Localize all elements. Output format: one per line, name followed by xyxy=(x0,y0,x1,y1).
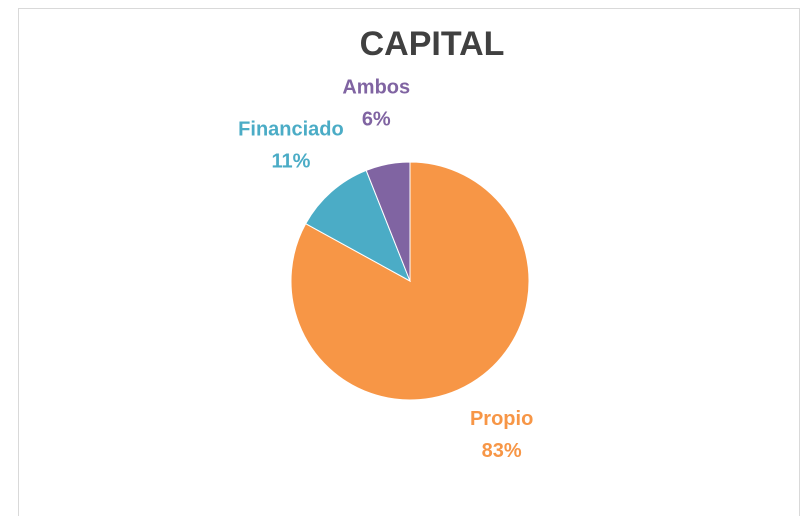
slice-label: Financiado xyxy=(238,118,344,140)
slice-value-label: 11% xyxy=(271,150,310,172)
pie-slice xyxy=(365,161,411,282)
pie-slice xyxy=(305,169,411,283)
slice-label: Ambos xyxy=(342,76,410,98)
slice-value-label: 83% xyxy=(482,440,522,462)
slice-label: Propio xyxy=(470,408,533,430)
slice-value-label: 6% xyxy=(362,108,391,130)
chart-title: CAPITAL xyxy=(360,25,505,63)
